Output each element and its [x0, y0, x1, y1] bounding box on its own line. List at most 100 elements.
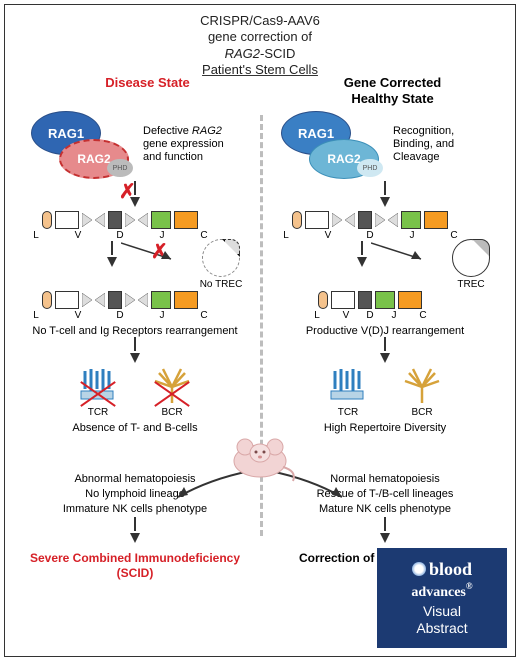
conclusion-left-l2: (SCID) — [11, 566, 259, 581]
header-line2: gene correction of — [5, 29, 515, 45]
brand-text: blood — [429, 559, 472, 579]
logo-sub: Visual Abstract — [377, 603, 507, 637]
seg-V — [55, 211, 79, 229]
reg-mark: ® — [466, 581, 473, 591]
rss-tri — [125, 213, 135, 227]
adv-text: advances — [411, 585, 465, 600]
receptor-row-left: TCR BCR — [11, 367, 259, 418]
rss-tri — [82, 293, 92, 307]
healthy-title-l1: Gene Corrected — [270, 75, 515, 91]
lbl-J: J — [152, 310, 172, 321]
gene-labels2-left: L V D J C — [11, 310, 259, 321]
bcr-label: BCR — [149, 407, 195, 418]
arrow5-right — [261, 517, 509, 543]
rag-desc-right: Recognition, Binding, and Cleavage — [393, 125, 454, 165]
rss-tri — [125, 293, 135, 307]
seg-V — [55, 291, 79, 309]
header-line3-rest: -SCID — [260, 46, 295, 61]
rag-complex-disease: RAG1 RAG2 PHD Defective RAG2 gene expres… — [11, 111, 259, 181]
lbl-C: C — [413, 310, 433, 321]
rss-tri — [82, 213, 92, 227]
diagram-frame: CRISPR/Cas9-AAV6 gene correction of RAG2… — [4, 4, 516, 657]
lbl-L: L — [26, 310, 46, 321]
conclusion-left: Severe Combined Immunodeficiency (SCID) — [11, 551, 259, 581]
disease-state-title: Disease State — [5, 75, 270, 106]
conclusion-left-l1: Severe Combined Immunodeficiency — [11, 551, 259, 566]
gene-row1-right — [261, 211, 509, 229]
receptor-row-right: TCR BCR — [261, 367, 509, 418]
logo-brand: blood advances® — [377, 559, 507, 601]
red-x-1: ✗ — [119, 179, 136, 204]
rag-desc-right-l1: Recognition, — [393, 125, 454, 137]
gene-row1-left — [11, 211, 259, 229]
rearr-text-left: No T-cell and Ig Receptors rearrangement — [11, 325, 259, 337]
phd-oval-disease: PHD — [107, 159, 133, 177]
logo-sub1: Visual — [377, 603, 507, 620]
lbl-L: L — [26, 230, 46, 241]
rag-desc-left-l2: gene expression — [143, 138, 224, 150]
phd-oval-healthy: PHD — [357, 159, 383, 177]
seg-D — [108, 291, 122, 309]
lbl-V: V — [68, 230, 88, 241]
seg-D — [108, 211, 122, 229]
tcr-label: TCR — [75, 407, 121, 418]
globe-icon — [412, 562, 426, 576]
trec-circle-solid — [452, 239, 490, 277]
rag-desc-left-ital: RAG2 — [192, 125, 222, 137]
trec-label-left: No TREC — [191, 279, 251, 290]
lbl-V: V — [68, 310, 88, 321]
bcr-icon — [399, 367, 445, 405]
receptor-caption-right: High Repertoire Diversity — [261, 422, 509, 434]
rss-tri — [95, 213, 105, 227]
lbl-L: L — [307, 310, 327, 321]
top-labels: Disease State Gene Corrected Healthy Sta… — [5, 75, 515, 106]
rag-desc-right-l2: Binding, and — [393, 138, 454, 150]
seg-J — [151, 211, 171, 229]
arrow2-right-wrap: TREC — [261, 241, 509, 271]
tcr-left: TCR — [75, 367, 121, 418]
lbl-V: V — [318, 230, 338, 241]
lbl-D: D — [365, 310, 375, 321]
arrow3-left — [11, 337, 259, 363]
trec-left: No TREC — [191, 239, 251, 290]
bcr-label: BCR — [399, 407, 445, 418]
logo-sub2: Abstract — [377, 620, 507, 637]
tcr-label: TCR — [325, 407, 371, 418]
mouse-icon — [225, 427, 295, 488]
trec-label-right: TREC — [441, 279, 501, 290]
tcr-right: TCR — [325, 367, 371, 418]
healthy-title-l2: Healthy State — [270, 91, 515, 107]
header-line3: RAG2-SCID — [5, 46, 515, 62]
red-x-2: ✗ — [151, 239, 168, 264]
header-block: CRISPR/Cas9-AAV6 gene correction of RAG2… — [5, 13, 515, 78]
receptor-caption-left: Absence of T- and B-cells — [11, 422, 259, 434]
lbl-V: V — [339, 310, 353, 321]
tcr-icon — [75, 367, 121, 405]
rss-tri — [95, 293, 105, 307]
bcr-icon — [149, 367, 195, 405]
gene-labels2-right: L V D J C — [261, 310, 509, 321]
journal-logo: blood advances® Visual Abstract — [377, 548, 507, 648]
arrow2-left-wrap: ✗ No TREC — [11, 241, 259, 271]
rag-desc-right-l3: Cleavage — [393, 151, 439, 163]
trec-right: TREC — [441, 239, 501, 290]
arrow1-left: ✗ — [11, 181, 259, 207]
header-line3-ital: RAG2 — [225, 46, 260, 61]
branch-arrow-right — [371, 237, 441, 267]
lbl-C: C — [194, 310, 214, 321]
healthy-state-title: Gene Corrected Healthy State — [270, 75, 515, 106]
lbl-J: J — [387, 310, 401, 321]
rss-tri — [138, 293, 148, 307]
seg-L — [42, 291, 52, 309]
seg-L — [42, 211, 52, 229]
rearr-text-right: Productive V(D)J rearrangement — [261, 325, 509, 337]
arrow3-right — [261, 337, 509, 363]
bcr-right: BCR — [399, 367, 445, 418]
rag-desc-left-l1a: Defective — [143, 125, 192, 137]
seg-J — [151, 291, 171, 309]
rag-desc-left-l3: and function — [143, 151, 203, 163]
rss-tri — [138, 213, 148, 227]
gene-row2-right — [261, 291, 509, 309]
lbl-D: D — [110, 310, 130, 321]
rag-complex-healthy: RAG1 RAG2 PHD Recognition, Binding, and … — [261, 111, 509, 181]
